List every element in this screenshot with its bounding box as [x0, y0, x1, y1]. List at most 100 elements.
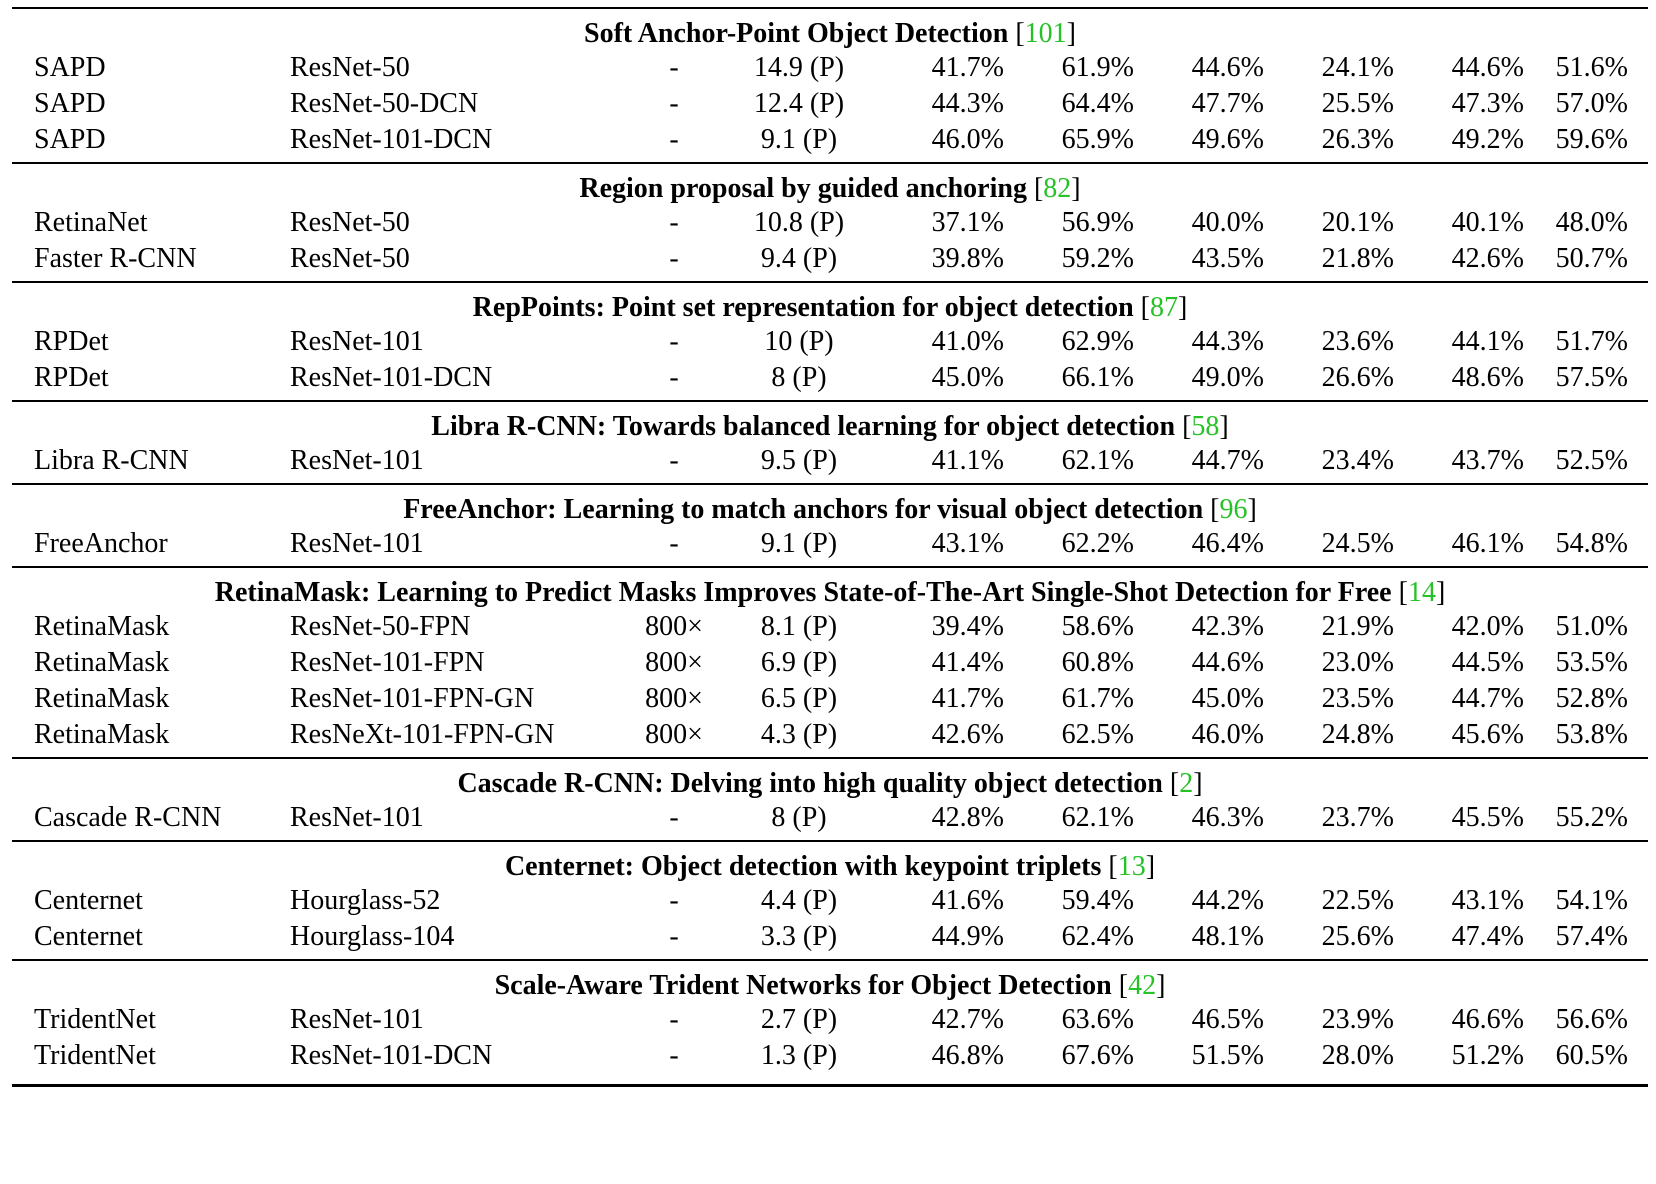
section-title-text: Libra R-CNN: Towards balanced learning f… — [431, 411, 1176, 442]
cell-m5: 45.6% — [1451, 719, 1524, 750]
cell-backbone: ResNet-101-FPN-GN — [290, 683, 535, 714]
citation-link[interactable]: 96 — [1219, 494, 1248, 525]
cell-size: - — [669, 1040, 679, 1071]
cell-size: 800× — [645, 611, 703, 642]
cell-method: Centernet — [34, 885, 143, 916]
cell-backbone: ResNet-50 — [290, 207, 410, 238]
cell-m3: 44.3% — [1191, 326, 1264, 357]
cell-method: RetinaMask — [34, 719, 170, 750]
cell-fps: 14.9 (P) — [753, 52, 845, 83]
citation-link[interactable]: 14 — [1407, 577, 1436, 608]
citation-link[interactable]: 42 — [1128, 970, 1157, 1001]
cell-backbone: ResNet-101 — [290, 528, 424, 559]
cell-m5: 48.6% — [1451, 362, 1524, 393]
cell-m4: 23.5% — [1321, 683, 1394, 714]
section-title-text: RetinaMask: Learning to Predict Masks Im… — [214, 577, 1392, 608]
cell-m5: 51.2% — [1451, 1040, 1524, 1071]
citation-link[interactable]: 101 — [1024, 18, 1067, 49]
cell-m1: 43.1% — [931, 528, 1004, 559]
cell-size: - — [669, 921, 679, 952]
cell-m3: 48.1% — [1191, 921, 1264, 952]
cell-method: SAPD — [34, 88, 106, 119]
cell-method: RPDet — [34, 362, 109, 393]
table-section: Soft Anchor-Point Object Detection [101]… — [12, 9, 1648, 164]
cell-m2: 66.1% — [1061, 362, 1134, 393]
cell-fps: 1.3 (P) — [760, 1040, 838, 1071]
table-section: RetinaMask: Learning to Predict Masks Im… — [12, 568, 1648, 759]
table-row: SAPD ResNet-101-DCN - 9.1 (P) 46.0% 65.9% 49.6… — [12, 122, 1648, 158]
citation-link[interactable]: 2 — [1179, 768, 1194, 799]
cell-method: TridentNet — [34, 1004, 156, 1035]
cell-size: - — [669, 362, 679, 393]
cell-m3: 44.7% — [1191, 445, 1264, 476]
cell-method: FreeAnchor — [34, 528, 168, 559]
cell-fps: 10 (P) — [764, 326, 834, 357]
cell-m5: 43.1% — [1451, 885, 1524, 916]
table-row: RetinaNet ResNet-50 - 10.8 (P) 37.1% 56.9% 40.… — [12, 205, 1648, 241]
cell-m2: 61.7% — [1061, 683, 1134, 714]
cell-m6: 53.5% — [1555, 647, 1628, 678]
cell-m1: 42.6% — [931, 719, 1004, 750]
cell-size: - — [669, 326, 679, 357]
cell-backbone: Hourglass-104 — [290, 921, 455, 952]
cell-m4: 22.5% — [1321, 885, 1394, 916]
section-title: Scale-Aware Trident Networks for Object … — [494, 970, 1166, 1001]
cell-size: - — [669, 885, 679, 916]
cell-m5: 40.1% — [1451, 207, 1524, 238]
cell-m4: 26.6% — [1321, 362, 1394, 393]
citation-link[interactable]: 87 — [1150, 292, 1178, 323]
cell-fps: 6.5 (P) — [760, 683, 838, 714]
section-title: Cascade R-CNN: Delving into high quality… — [457, 768, 1203, 799]
cell-m1: 44.3% — [931, 88, 1004, 119]
cell-backbone: ResNet-50-DCN — [290, 88, 479, 119]
cell-fps: 9.4 (P) — [760, 243, 838, 274]
cell-m6: 48.0% — [1555, 207, 1628, 238]
cell-size: 800× — [645, 683, 703, 714]
citation-link[interactable]: 13 — [1117, 851, 1146, 882]
cell-m5: 42.0% — [1451, 611, 1524, 642]
cell-m6: 52.5% — [1555, 445, 1628, 476]
table-row: Cascade R-CNN ResNet-101 - 8 (P) 42.8% 62.1% 4… — [12, 800, 1648, 836]
cell-m5: 49.2% — [1451, 124, 1524, 155]
cell-m6: 59.6% — [1555, 124, 1628, 155]
cell-m3: 40.0% — [1191, 207, 1264, 238]
cell-m1: 41.6% — [931, 885, 1004, 916]
citation-link[interactable]: 58 — [1191, 411, 1220, 442]
section-title: FreeAnchor: Learning to match anchors fo… — [403, 494, 1257, 525]
cell-size: - — [669, 445, 679, 476]
cell-m1: 44.9% — [931, 921, 1004, 952]
cell-m6: 53.8% — [1555, 719, 1628, 750]
cell-m1: 42.7% — [931, 1004, 1004, 1035]
cell-m3: 46.5% — [1191, 1004, 1264, 1035]
cell-m5: 45.5% — [1451, 802, 1524, 833]
cell-size: - — [669, 52, 679, 83]
cell-m4: 21.9% — [1321, 611, 1394, 642]
cell-m6: 57.4% — [1555, 921, 1628, 952]
cell-m3: 44.6% — [1191, 52, 1264, 83]
cell-m6: 54.1% — [1555, 885, 1628, 916]
cell-size: - — [669, 124, 679, 155]
section-title-text: Centernet: Object detection with keypoin… — [504, 851, 1102, 882]
section-title: RetinaMask: Learning to Predict Masks Im… — [214, 577, 1446, 608]
cell-m1: 37.1% — [931, 207, 1004, 238]
cell-m5: 44.7% — [1451, 683, 1524, 714]
cell-size: - — [669, 207, 679, 238]
table-row: TridentNet ResNet-101 - 2.7 (P) 42.7% 63.6% 46… — [12, 1002, 1648, 1038]
table-row: RetinaMask ResNet-101-FPN-GN 800× 6.5 (P) 41… — [12, 681, 1648, 717]
cell-m4: 26.3% — [1321, 124, 1394, 155]
cell-m6: 57.5% — [1555, 362, 1628, 393]
table-row: RetinaMask ResNet-101-FPN 800× 6.9 (P) 41.4%… — [12, 645, 1648, 681]
cell-m6: 52.8% — [1555, 683, 1628, 714]
section-title: Libra R-CNN: Towards balanced learning f… — [431, 411, 1229, 442]
cell-m3: 44.6% — [1191, 647, 1264, 678]
cell-m3: 46.3% — [1191, 802, 1264, 833]
cell-method: Centernet — [34, 921, 143, 952]
cell-m6: 60.5% — [1555, 1040, 1628, 1071]
cell-size: 800× — [645, 719, 703, 750]
citation-link[interactable]: 82 — [1043, 173, 1072, 204]
section-title: RepPoints: Point set representation for … — [472, 292, 1188, 323]
cell-m5: 44.6% — [1451, 52, 1524, 83]
cell-m2: 65.9% — [1061, 124, 1134, 155]
cell-backbone: ResNet-101 — [290, 1004, 424, 1035]
section-title: Region proposal by guided anchoring [82] — [579, 173, 1081, 204]
